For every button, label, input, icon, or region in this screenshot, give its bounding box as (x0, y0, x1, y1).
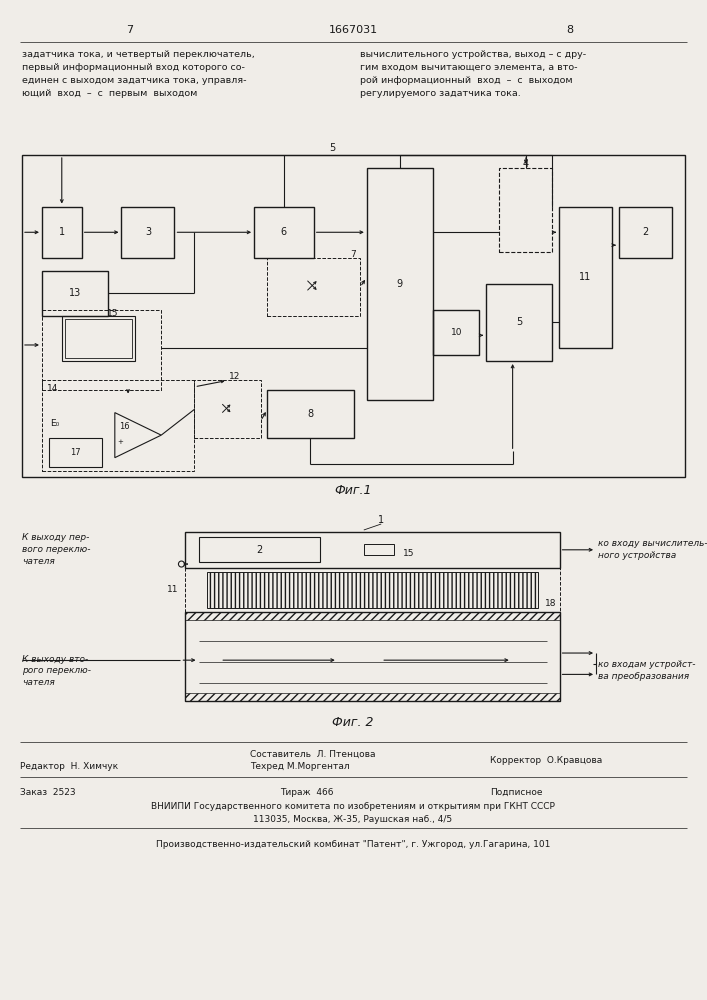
Text: 16: 16 (119, 422, 129, 431)
Text: 5: 5 (516, 317, 522, 327)
Bar (199, 537, 320, 562)
Bar (122, 207, 175, 258)
Bar (185, 568, 559, 612)
Bar (42, 207, 82, 258)
Text: 17: 17 (70, 448, 81, 457)
Text: Производственно-издательский комбинат "Патент", г. Ужгород, ул.Гагарина, 101: Производственно-издательский комбинат "П… (156, 840, 550, 849)
Text: 3: 3 (145, 227, 151, 237)
Bar (42, 271, 108, 316)
Text: 5: 5 (329, 143, 335, 153)
Bar (267, 258, 360, 316)
Bar (254, 207, 314, 258)
Text: 11: 11 (580, 272, 592, 282)
Text: +: + (117, 439, 123, 445)
Text: Подписное: Подписное (490, 788, 542, 797)
Bar (559, 207, 612, 348)
Text: 4: 4 (522, 159, 529, 169)
Bar (185, 612, 559, 620)
Text: 9: 9 (397, 279, 403, 289)
Bar (65, 319, 132, 358)
Text: вычислительного устройства, выход – с дру-
гим входом вычитающего элемента, а вт: вычислительного устройства, выход – с др… (360, 50, 586, 98)
Bar (62, 316, 135, 361)
Text: 113035, Москва, Ж-35, Раушская наб., 4/5: 113035, Москва, Ж-35, Раушская наб., 4/5 (253, 815, 452, 824)
Text: 7: 7 (351, 250, 356, 259)
Text: 6: 6 (281, 227, 287, 237)
Text: Тираж  466: Тираж 466 (280, 788, 334, 797)
Text: Фиг.1: Фиг.1 (334, 484, 372, 496)
Bar (433, 310, 479, 355)
Bar (42, 310, 161, 390)
Bar (207, 572, 538, 608)
Text: 8: 8 (308, 409, 313, 419)
Bar (194, 380, 261, 438)
Text: Составитель  Л. Птенцова: Составитель Л. Птенцова (250, 750, 375, 759)
Text: 11: 11 (167, 585, 178, 594)
Text: 2: 2 (642, 227, 648, 237)
Bar (42, 380, 194, 471)
Text: 13: 13 (69, 288, 81, 298)
Text: 8: 8 (566, 25, 573, 35)
Text: 15: 15 (107, 308, 119, 318)
Text: 10: 10 (450, 328, 462, 337)
Text: ко входам устройст-
ва преобразования: ко входам устройст- ва преобразования (598, 660, 696, 681)
Bar (185, 693, 559, 701)
Text: 2: 2 (256, 545, 262, 555)
Text: 1: 1 (59, 227, 65, 237)
Bar (185, 532, 559, 568)
Text: 1667031: 1667031 (329, 25, 378, 35)
Text: 18: 18 (545, 599, 556, 608)
Bar (267, 390, 354, 438)
Text: 1: 1 (378, 515, 385, 525)
Text: E₀: E₀ (50, 419, 59, 428)
Text: К выходу вто-
рого переклю-
чателя: К выходу вто- рого переклю- чателя (22, 655, 91, 687)
Text: 12: 12 (228, 372, 240, 381)
Text: Техред М.Моргентал: Техред М.Моргентал (250, 762, 350, 771)
Text: 15: 15 (403, 549, 414, 558)
Text: 7: 7 (127, 25, 134, 35)
Text: Заказ  2523: Заказ 2523 (20, 788, 76, 797)
Text: ко входу вычислитель-
ного устройства: ко входу вычислитель- ного устройства (598, 539, 707, 560)
Text: ВНИИПИ Государственного комитета по изобретениям и открытиям при ГКНТ СССР: ВНИИПИ Государственного комитета по изоб… (151, 802, 555, 811)
Bar (367, 168, 433, 400)
Bar (499, 168, 552, 252)
Text: Фиг. 2: Фиг. 2 (332, 716, 374, 730)
Text: задатчика тока, и четвертый переключатель,
первый информационный вход которого с: задатчика тока, и четвертый переключател… (22, 50, 255, 98)
Bar (619, 207, 672, 258)
Text: 14: 14 (47, 384, 58, 393)
Bar (185, 612, 559, 701)
Text: Редактор  Н. Химчук: Редактор Н. Химчук (20, 762, 118, 771)
Bar (22, 155, 685, 477)
Bar (364, 544, 395, 555)
Bar (486, 284, 552, 361)
Bar (49, 438, 102, 467)
Text: К выходу пер-
вого переклю-
чателя: К выходу пер- вого переклю- чателя (22, 533, 90, 566)
Text: Корректор  О.Кравцова: Корректор О.Кравцова (490, 756, 602, 765)
